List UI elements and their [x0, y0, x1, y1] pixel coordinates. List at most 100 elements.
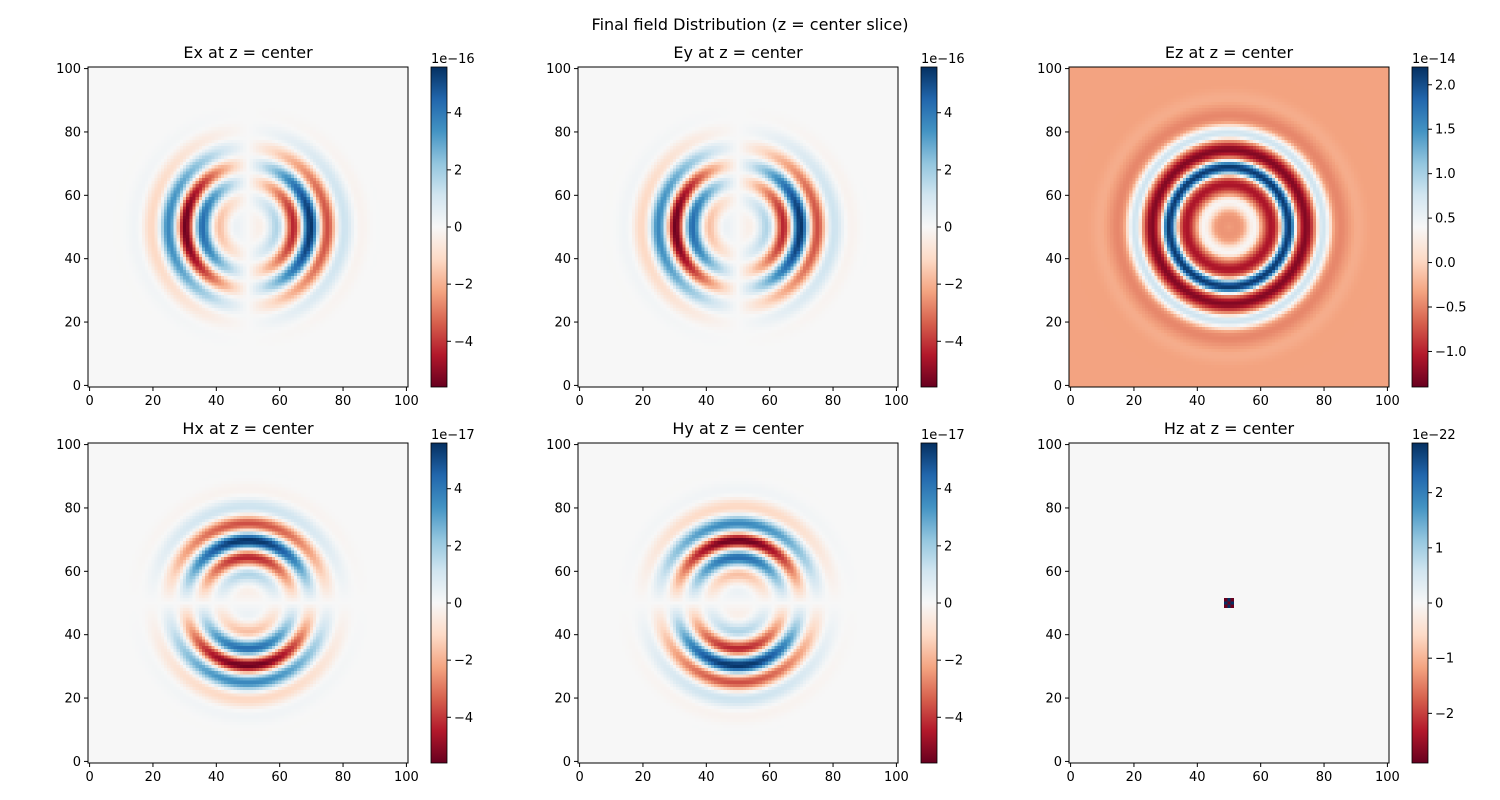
- colorbar-tick-label: 4: [454, 482, 462, 497]
- y-tick-label: 100: [1037, 62, 1062, 77]
- figure-title: Final field Distribution (z = center sli…: [592, 15, 909, 34]
- x-tick-label: 80: [825, 394, 842, 409]
- y-tick-label: 100: [1037, 438, 1062, 453]
- panel-title: Hz at z = center: [1164, 419, 1295, 438]
- x-tick-label: 0: [575, 770, 583, 785]
- colorbar-tick-label: 2: [944, 163, 952, 178]
- y-tick-label: 100: [56, 438, 81, 453]
- panel-ez: Ez at z = center 0 20 40 60 80 100 0 20 40 60 80 100…: [1037, 43, 1466, 409]
- y-tick-label: 0: [73, 755, 81, 770]
- y-tick-label: 80: [1045, 501, 1062, 516]
- colorbar-tick-label: −4: [944, 335, 963, 350]
- x-tick-label: 80: [335, 394, 352, 409]
- colorbar-tick-label: −2: [944, 654, 963, 669]
- colorbar-hx: [430, 442, 448, 764]
- colorbar-tick-label: −1: [1435, 652, 1454, 667]
- y-tick-label: 60: [1045, 565, 1062, 580]
- colorbar-ey: [920, 66, 938, 388]
- x-tick-label: 20: [635, 394, 652, 409]
- axes-frame: [1068, 442, 1390, 764]
- colorbar-tick-label: 0.5: [1435, 212, 1456, 227]
- y-tick-label: 0: [563, 755, 571, 770]
- heatmap-ex: [88, 67, 408, 387]
- colorbar-tick-label: −4: [454, 711, 473, 726]
- heatmap-ez: [1069, 67, 1389, 387]
- x-tick-label: 60: [271, 394, 288, 409]
- heatmap-hz: [1069, 443, 1389, 763]
- colorbar-tick-label: −2: [1435, 707, 1454, 722]
- y-tick-label: 80: [64, 125, 81, 140]
- y-tick-label: 100: [546, 438, 571, 453]
- panel-title: Hy at z = center: [672, 419, 804, 438]
- y-tick-label: 60: [554, 189, 571, 204]
- x-tick-label: 60: [761, 770, 778, 785]
- x-tick-label: 100: [884, 770, 909, 785]
- x-tick-label: 40: [208, 394, 225, 409]
- y-tick-label: 40: [554, 628, 571, 643]
- colorbar-tick-label: 2.0: [1435, 78, 1456, 93]
- y-tick-label: 60: [1045, 189, 1062, 204]
- y-tick-label: 20: [1045, 316, 1062, 331]
- panel-title: Hx at z = center: [182, 419, 314, 438]
- colorbar-hy: [920, 442, 938, 764]
- colorbar-tick-label: 2: [454, 163, 462, 178]
- axes-frame: [1068, 66, 1390, 388]
- y-tick-label: 20: [554, 316, 571, 331]
- heatmap-ey: [578, 67, 898, 387]
- axes-frame: [87, 442, 409, 764]
- y-tick-label: 40: [64, 252, 81, 267]
- colorbar-tick-label: 2: [1435, 486, 1443, 501]
- x-tick-label: 40: [208, 770, 225, 785]
- x-tick-label: 20: [145, 770, 162, 785]
- y-tick-label: 60: [64, 565, 81, 580]
- panel-title: Ex at z = center: [183, 43, 313, 62]
- y-tick-label: 60: [554, 565, 571, 580]
- y-tick-label: 0: [1054, 379, 1062, 394]
- y-tick-label: 0: [1054, 755, 1062, 770]
- x-tick-label: 0: [1066, 770, 1074, 785]
- colorbar-tick-label: −2: [454, 654, 473, 669]
- colorbar-hz: [1411, 442, 1429, 764]
- x-tick-label: 80: [825, 770, 842, 785]
- y-tick-label: 20: [64, 692, 81, 707]
- y-tick-label: 80: [554, 125, 571, 140]
- y-tick-label: 20: [64, 316, 81, 331]
- x-tick-label: 80: [1316, 770, 1333, 785]
- colorbar-ez: [1411, 66, 1429, 388]
- colorbar-tick-label: 0: [454, 597, 462, 612]
- panel-title: Ey at z = center: [673, 43, 803, 62]
- colorbar-multiplier: 1e−17: [431, 428, 475, 443]
- x-tick-label: 20: [1126, 770, 1143, 785]
- colorbar-tick-label: 1.0: [1435, 167, 1456, 182]
- x-tick-label: 40: [1189, 394, 1206, 409]
- x-tick-label: 40: [1189, 770, 1206, 785]
- panel-title: Ez at z = center: [1165, 43, 1294, 62]
- colorbar-tick-label: −0.5: [1435, 301, 1467, 316]
- colorbar-tick-label: 4: [944, 482, 952, 497]
- x-tick-label: 100: [394, 770, 419, 785]
- x-tick-label: 100: [1375, 770, 1400, 785]
- heatmap-hx: [88, 443, 408, 763]
- x-tick-label: 20: [145, 394, 162, 409]
- colorbar-tick-label: 0: [944, 597, 952, 612]
- x-tick-label: 100: [884, 394, 909, 409]
- colorbar-tick-label: 1.5: [1435, 123, 1456, 138]
- colorbar-tick-label: −4: [944, 711, 963, 726]
- y-tick-label: 80: [64, 501, 81, 516]
- colorbar-tick-label: 0.0: [1435, 256, 1456, 271]
- colorbar-tick-label: −2: [944, 278, 963, 293]
- x-tick-label: 60: [1252, 394, 1269, 409]
- axes-frame: [87, 66, 409, 388]
- colorbar-tick-label: 2: [944, 539, 952, 554]
- x-tick-label: 60: [1252, 770, 1269, 785]
- colorbar-multiplier: 1e−16: [921, 52, 965, 67]
- y-tick-label: 60: [64, 189, 81, 204]
- x-tick-label: 20: [1126, 394, 1143, 409]
- y-tick-label: 0: [73, 379, 81, 394]
